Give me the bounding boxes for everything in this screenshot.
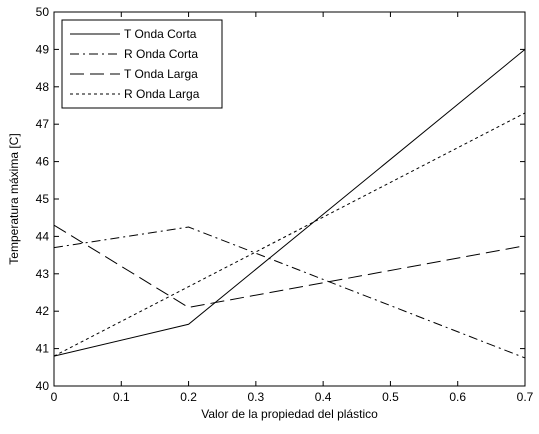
y-tick-label: 48: [36, 80, 50, 94]
legend-label: R Onda Larga: [124, 87, 200, 101]
series-line-1: [53, 226, 526, 359]
legend-label: T Onda Corta: [124, 27, 197, 41]
ticks-layer: 0 0.1 0.2 0.3 0.4 0.5 0.6 0.7 40 41 42 43 44 45 46 47 48…: [36, 5, 534, 404]
y-tick-label: 41: [36, 342, 50, 356]
x-tick-label: 0.3: [248, 390, 265, 404]
series-line-3: [53, 112, 526, 357]
y-tick-label: 47: [36, 117, 50, 131]
x-tick-label: 0.7: [517, 390, 534, 404]
x-axis-label: Valor de la propiedad del plástico: [201, 407, 378, 421]
series-layer: [53, 49, 526, 359]
plot-frame: [53, 11, 526, 387]
legend-label: T Onda Larga: [124, 67, 198, 81]
legend-box: [61, 19, 223, 109]
x-tick-label: 0.4: [315, 390, 332, 404]
y-tick-label: 46: [36, 155, 50, 169]
x-tick-label: 0.2: [180, 390, 197, 404]
y-tick-label: 49: [36, 42, 50, 56]
series-line-2: [53, 224, 526, 308]
series-line-0: [53, 49, 526, 357]
legend-label: R Onda Corta: [124, 47, 198, 61]
x-tick-label: 0.6: [449, 390, 466, 404]
y-tick-label: 45: [36, 192, 50, 206]
x-tick-label: 0.1: [113, 390, 130, 404]
y-tick-label: 50: [36, 5, 50, 19]
y-axis-label: Temperatura máxima [C]: [7, 133, 21, 264]
x-tick-label: 0: [51, 390, 58, 404]
legend: T Onda Corta R Onda Corta T Onda Larga R On…: [61, 19, 223, 109]
y-tick-label: 43: [36, 267, 50, 281]
y-tick-label: 42: [36, 304, 50, 318]
x-tick-label: 0.5: [382, 390, 399, 404]
y-tick-label: 44: [36, 229, 50, 243]
y-tick-label: 40: [36, 379, 50, 393]
